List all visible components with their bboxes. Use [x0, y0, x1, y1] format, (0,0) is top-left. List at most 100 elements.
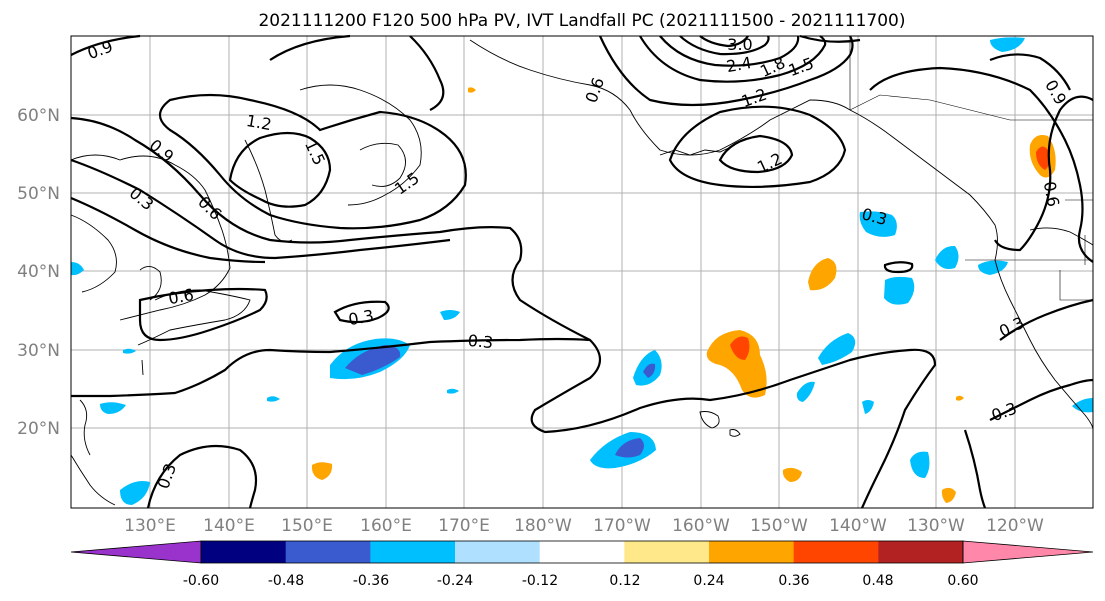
- shade-blob: [267, 396, 280, 402]
- lon-label: 170°E: [438, 516, 490, 536]
- shade-blob: [862, 400, 874, 414]
- shade-blob: [100, 402, 126, 414]
- lon-label: 150°W: [750, 516, 808, 536]
- contour-line: [963, 429, 987, 509]
- colorbar-tick-labels: -0.60 -0.48 -0.36 -0.24 -0.12 0.12 0.24 …: [183, 573, 979, 589]
- lon-label: 150°E: [281, 516, 333, 536]
- contour-line: [799, 34, 861, 43]
- shade-blob: [447, 388, 459, 394]
- shade-blob: [615, 438, 644, 458]
- colorbar-segment: [624, 541, 710, 563]
- contour-line: [699, 35, 749, 48]
- shade-blob: [120, 481, 150, 505]
- colorbar-tick-label: -0.36: [353, 573, 389, 589]
- contour-label: 0.6: [167, 285, 195, 308]
- shade-blob: [956, 395, 964, 401]
- shade-blob: [440, 310, 460, 320]
- contour-line: [138, 287, 268, 342]
- contour-line: [409, 35, 445, 111]
- lat-label: 20°N: [17, 419, 60, 439]
- shade-blob: [818, 333, 856, 365]
- colorbar-extend-high: [962, 540, 1094, 564]
- shade-blob: [345, 345, 401, 375]
- contour-line: [718, 134, 794, 174]
- contour-label: 0.6: [1040, 180, 1063, 208]
- colorbar: [70, 540, 1094, 564]
- colorbar-segment: [539, 541, 625, 563]
- colorbar-tick-label: 0.36: [778, 573, 809, 589]
- colorbar-outline: [200, 540, 964, 564]
- contour-label: 3.0: [727, 35, 752, 54]
- contour-line: [994, 95, 1094, 252]
- contour-label: 0.3: [467, 331, 494, 352]
- lon-label: 130°W: [907, 516, 965, 536]
- lon-label: 170°W: [593, 516, 651, 536]
- colorbar-segment: [455, 541, 541, 563]
- shade-blob: [910, 451, 930, 478]
- lat-label: 40°N: [17, 262, 60, 282]
- shade-blob: [706, 330, 767, 398]
- lon-label: 180°W: [514, 516, 572, 536]
- map-title: 2021111200 F120 500 hPa PV, IVT Landfall…: [258, 11, 905, 31]
- colorbar-segment: [201, 541, 287, 563]
- contour-line: [228, 131, 332, 208]
- colorbar-tick-label: -0.12: [522, 573, 558, 589]
- contour-line: [999, 298, 1094, 341]
- contour-line: [333, 300, 390, 324]
- pv-contours: [70, 34, 1094, 509]
- shade-blob: [859, 211, 897, 237]
- colorbar-tick-label: 0.48: [862, 573, 893, 589]
- lon-label: 130°E: [124, 516, 176, 536]
- shade-blob: [71, 262, 84, 276]
- contour-line: [668, 105, 847, 189]
- colorbar-tick-label: 0.24: [693, 573, 724, 589]
- contour-line: [639, 35, 827, 83]
- lat-label: 50°N: [17, 184, 60, 204]
- colorbar-tick-label: 0.12: [609, 573, 640, 589]
- colorbar-tick-label: -0.60: [183, 573, 219, 589]
- colorbar-extend-low: [70, 540, 202, 564]
- shade-blob: [990, 37, 1025, 52]
- contour-line: [659, 35, 800, 67]
- shade-blob: [808, 258, 837, 291]
- lon-label: 160°W: [672, 516, 730, 536]
- contour-line: [989, 53, 1071, 91]
- lon-label: 120°W: [986, 516, 1044, 536]
- lat-label: 60°N: [17, 106, 60, 126]
- contour-line: [158, 93, 467, 230]
- colorbar-tick-label: 0.60: [947, 573, 978, 589]
- shade-blob: [941, 487, 956, 503]
- map-frame: [70, 35, 1094, 509]
- shade-blob: [1036, 146, 1050, 170]
- contour-line: [598, 35, 854, 107]
- lat-label: 30°N: [17, 341, 60, 361]
- lon-label: 140°W: [829, 516, 887, 536]
- contour-line: [269, 34, 351, 61]
- shade-blob: [796, 381, 815, 402]
- shade-blob: [468, 87, 476, 93]
- lon-label: 160°E: [360, 516, 412, 536]
- colorbar-segment: [285, 541, 371, 563]
- lat-labels: 60°N 50°N 40°N 30°N 20°N: [17, 106, 60, 439]
- colorbar-segment: [793, 541, 879, 563]
- contour-line: [70, 158, 451, 260]
- shade-blob: [643, 363, 656, 378]
- colorbar-tick-label: -0.48: [268, 573, 304, 589]
- colorbar-segment: [370, 541, 456, 563]
- colorbar-segment: [709, 541, 795, 563]
- colorbar-segment: [878, 541, 964, 563]
- contour-line: [883, 261, 914, 274]
- shade-blob: [730, 336, 750, 360]
- map-area: [71, 36, 1093, 508]
- shade-blob: [884, 276, 915, 305]
- contour-line: [70, 34, 141, 56]
- contour-label: 1.2: [245, 111, 273, 134]
- contour-line: [70, 196, 266, 264]
- contour-line: [679, 35, 770, 56]
- shade-blob: [1072, 398, 1093, 413]
- coastlines: [70, 36, 1094, 506]
- lon-labels: 130°E 140°E 150°E 160°E 170°E 180°W 170°…: [124, 516, 1044, 536]
- shade-blob: [935, 245, 959, 269]
- contour-line: [989, 378, 1094, 421]
